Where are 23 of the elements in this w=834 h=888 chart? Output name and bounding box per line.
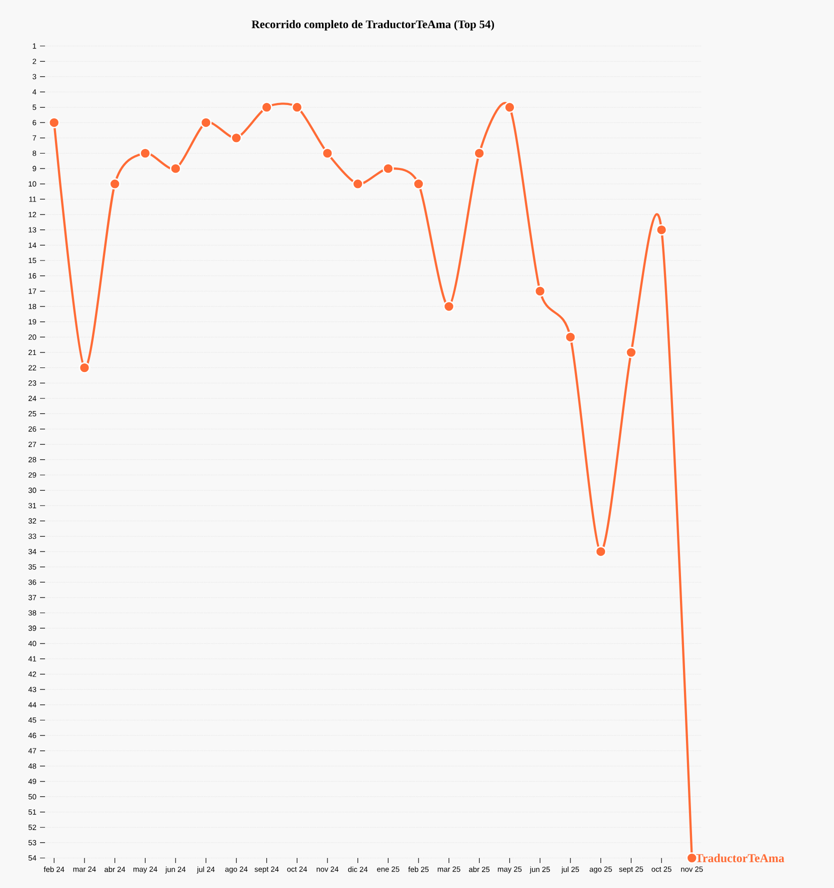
point: [200, 116, 212, 128]
point: [48, 116, 60, 128]
point: [170, 162, 182, 174]
point: [230, 132, 242, 144]
point: [595, 546, 606, 558]
point: [564, 331, 576, 343]
point: [109, 178, 120, 190]
point: [534, 285, 546, 297]
point: [140, 148, 151, 159]
point: [261, 102, 272, 113]
point: [474, 148, 485, 159]
point: [382, 162, 394, 174]
point: [78, 362, 90, 374]
point: [443, 300, 455, 312]
series-label: TraductorTeAma: [696, 854, 784, 862]
chart-title: Recorrido completo de TraductorTeAma (Top 54): [252, 20, 494, 31]
point: [656, 224, 668, 236]
point: [291, 102, 303, 113]
point: [504, 102, 516, 113]
point: [322, 148, 334, 159]
point: [352, 178, 364, 190]
point: [626, 346, 637, 358]
point: [412, 178, 424, 190]
